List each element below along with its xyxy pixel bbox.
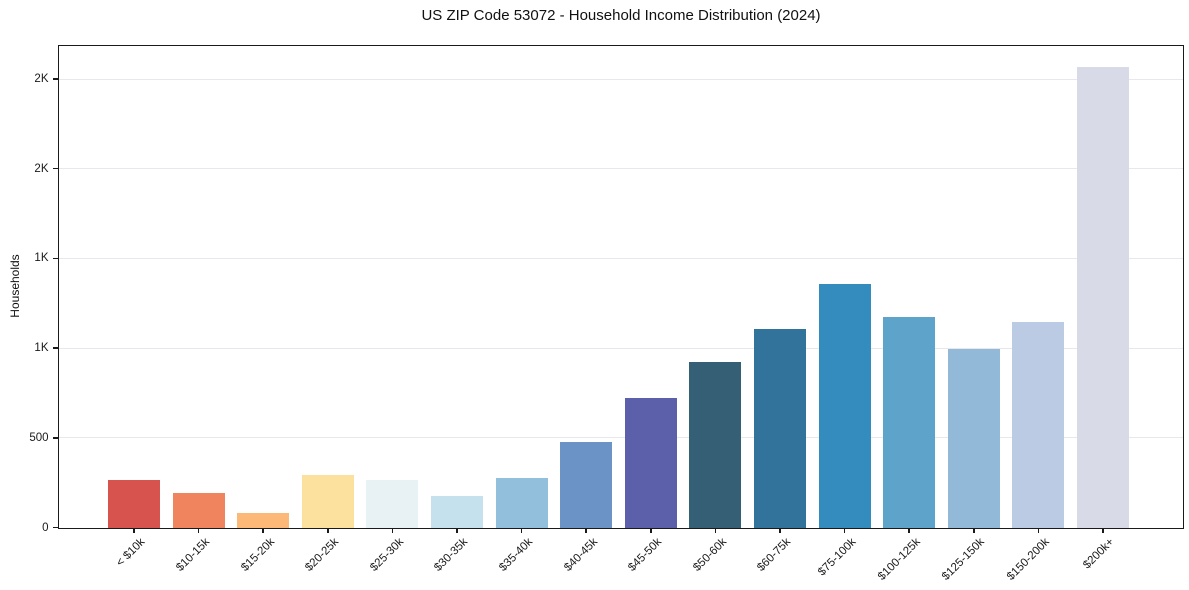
gridline	[58, 437, 1183, 439]
y-tick-label: 0	[42, 521, 49, 534]
x-tick-label: $40-45k	[561, 535, 600, 574]
x-tick-label: $20-25k	[303, 535, 342, 574]
bar	[301, 475, 354, 528]
bar	[560, 442, 613, 528]
x-tick-label: $35-40k	[497, 535, 536, 574]
x-tick-mark	[133, 527, 135, 533]
y-tick-mark	[52, 437, 59, 439]
x-tick-label: $45-50k	[626, 535, 665, 574]
y-tick-label: 1K	[34, 252, 49, 265]
x-tick-label: $60-75k	[755, 535, 794, 574]
y-tick-mark	[52, 257, 59, 260]
gridline	[58, 168, 1183, 170]
x-tick-mark	[520, 527, 523, 533]
x-tick-label: $25-30k	[368, 535, 406, 574]
bar	[237, 513, 290, 528]
x-tick-label: $15-20k	[238, 535, 277, 574]
x-tick-mark	[779, 527, 781, 533]
chart-title: US ZIP Code 53072 - Household Income Dis…	[421, 7, 821, 24]
bar	[108, 479, 160, 528]
x-tick-label: $10-15k	[174, 535, 213, 574]
x-tick-mark	[1102, 527, 1104, 533]
bar	[689, 362, 742, 528]
bar	[883, 316, 936, 528]
bar	[172, 492, 225, 528]
x-tick-mark	[391, 527, 394, 533]
x-tick-mark	[714, 527, 717, 533]
y-tick-mark	[52, 167, 59, 170]
x-tick-mark	[197, 527, 200, 533]
y-tick-label: 2K	[34, 73, 49, 86]
x-tick-mark	[327, 527, 329, 533]
bar	[1012, 322, 1065, 528]
y-tick-label: 500	[29, 431, 49, 444]
y-tick-mark	[52, 78, 59, 80]
x-tick-label: $100-125k	[875, 535, 923, 583]
bar	[366, 480, 419, 528]
x-tick-mark	[973, 527, 975, 533]
bar	[1077, 67, 1129, 528]
y-tick-label: 1K	[34, 342, 49, 355]
gridline	[58, 78, 1183, 80]
bar	[624, 398, 677, 528]
y-tick-label: 2K	[34, 162, 49, 175]
gridline	[58, 347, 1183, 349]
bar	[754, 329, 806, 528]
x-tick-label: $30-35k	[432, 535, 471, 574]
x-tick-mark	[456, 527, 458, 533]
plot-area: 0 500 1K 1K 2K 2K < $10k $10-15k $15-20k $20-25k $…	[29, 44, 1184, 582]
x-tick-mark	[585, 527, 587, 533]
gridline	[58, 257, 1183, 259]
y-tick-mark	[52, 526, 59, 529]
bar	[818, 283, 871, 528]
y-axis-label: Households	[8, 254, 22, 318]
x-tick-mark	[650, 527, 652, 533]
x-tick-label: $50-60k	[691, 535, 729, 574]
x-tick-mark	[843, 527, 846, 533]
bar	[947, 349, 1000, 528]
bar	[495, 477, 548, 528]
x-tick-label: $75-100k	[815, 535, 859, 578]
x-tick-label: $150-200k	[1004, 535, 1052, 583]
x-tick-mark	[262, 527, 264, 533]
y-tick-mark	[52, 347, 59, 349]
x-tick-mark	[1037, 527, 1040, 533]
x-tick-mark	[908, 527, 910, 533]
bar	[431, 495, 483, 528]
x-tick-label: < $10k	[114, 535, 148, 569]
x-tick-label: $125-150k	[940, 535, 988, 583]
x-tick-label: $200k+	[1081, 535, 1117, 571]
